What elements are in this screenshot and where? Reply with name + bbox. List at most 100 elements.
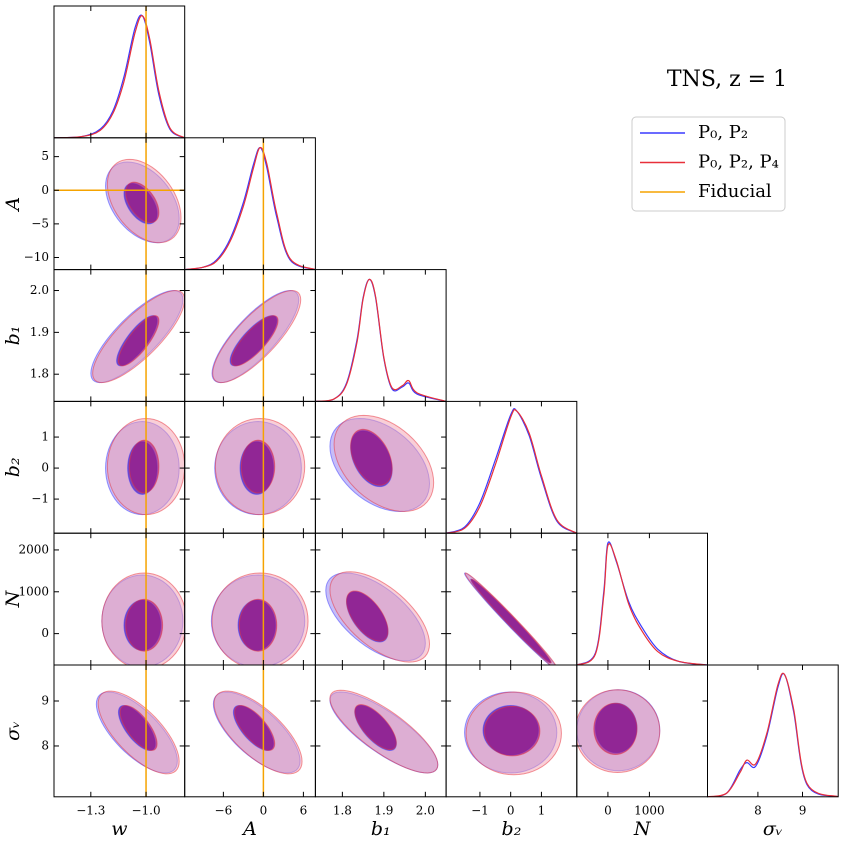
y-tick-label: 2000: [18, 542, 49, 556]
contour-68: [125, 598, 164, 652]
x-tick-label: 9: [799, 803, 807, 817]
y-axis-label: σᵥ: [2, 721, 24, 741]
y-axis-label: b₂: [2, 457, 24, 477]
marginal-curve: [315, 278, 447, 402]
marginal-curve: [576, 543, 708, 666]
marginal-curve: [707, 672, 839, 797]
panel: [214, 401, 306, 534]
y-axis-label: A: [2, 197, 24, 213]
panel: [90, 269, 185, 402]
x-axis-label: N: [633, 818, 652, 840]
contour-68: [125, 181, 160, 224]
panel: [211, 269, 302, 402]
contour-68: [128, 439, 160, 494]
x-tick-label: 2.0: [416, 803, 435, 817]
marginal-curve: [184, 146, 316, 270]
chart-title: TNS, z = 1: [667, 67, 787, 92]
y-tick-label: 0: [41, 183, 49, 197]
x-tick-label: 1000: [634, 803, 665, 817]
x-tick-label: −6: [215, 803, 233, 817]
contour-68: [470, 578, 552, 664]
marginal-curve: [707, 672, 839, 797]
legend-box: [631, 116, 786, 212]
contour-68: [593, 702, 638, 756]
x-tick-label: −1.0: [131, 803, 160, 817]
panel: [184, 137, 316, 270]
contour-68: [484, 705, 541, 757]
panel-frame: [445, 532, 578, 666]
panel: [315, 278, 447, 402]
panel: [576, 541, 708, 666]
panel-frame: [445, 400, 578, 534]
x-tick-label: 1: [538, 803, 546, 817]
panel: [329, 689, 439, 774]
x-tick-label: 8: [754, 803, 762, 817]
marginal-curve: [184, 146, 316, 270]
contour-68: [238, 598, 278, 652]
legend-label: Fiducial: [698, 181, 772, 202]
contour-68: [230, 315, 279, 367]
y-axis-label: b₁: [2, 326, 24, 346]
panel: [464, 572, 557, 666]
x-axis-label: w: [111, 818, 127, 840]
y-tick-label: 8: [41, 738, 49, 752]
panel: [54, 6, 185, 138]
contour-68: [350, 428, 393, 486]
y-tick-label: −1: [31, 492, 49, 506]
y-tick-label: 1.8: [30, 367, 49, 381]
panel: [54, 137, 185, 270]
panel: [329, 414, 435, 512]
y-tick-label: 2.0: [30, 283, 49, 297]
contour-68: [346, 590, 389, 642]
contour-68: [240, 439, 276, 494]
x-axis-label: b₂: [502, 818, 522, 840]
y-tick-label: 1000: [18, 584, 49, 598]
contour-68: [117, 315, 160, 367]
y-axis-label: N: [2, 589, 24, 608]
panel-frame: [576, 532, 708, 666]
contour-68: [354, 704, 397, 751]
y-tick-label: 0: [41, 626, 49, 640]
panel-frame: [184, 137, 316, 271]
x-tick-label: 1.8: [333, 803, 352, 817]
panel-frame: [707, 664, 839, 798]
y-tick-label: −5: [31, 216, 49, 230]
panel: [446, 408, 577, 534]
x-tick-label: 1.9: [374, 803, 393, 817]
panel: [576, 689, 661, 774]
marginal-curve: [576, 541, 708, 666]
y-tick-label: 9: [41, 693, 49, 707]
panel: [210, 533, 309, 666]
legend-label: P₀, P₂: [698, 122, 748, 143]
y-tick-label: 0: [41, 461, 49, 475]
marginal-curve: [446, 408, 577, 534]
x-tick-label: 0: [260, 803, 268, 817]
panel: [707, 672, 839, 797]
panel: [325, 571, 431, 663]
y-tick-label: 5: [41, 149, 49, 163]
panel: [105, 401, 185, 534]
marginal-curve: [446, 408, 577, 534]
y-tick-label: 1.9: [30, 325, 49, 339]
marginal-curve: [54, 14, 185, 138]
contour-68: [234, 705, 276, 751]
contour-68: [119, 705, 158, 751]
panel: [95, 665, 180, 797]
x-tick-label: 0: [604, 803, 612, 817]
marginal-curve: [315, 278, 447, 402]
y-tick-label: −10: [24, 250, 49, 264]
panel: [212, 665, 303, 797]
x-tick-label: 0: [507, 803, 515, 817]
panel: [101, 533, 185, 666]
marginal-curve: [54, 15, 185, 138]
x-tick-label: −1: [471, 803, 489, 817]
x-tick-label: −1.3: [76, 803, 105, 817]
y-tick-label: 1: [41, 430, 49, 444]
x-axis-label: σᵥ: [763, 818, 783, 840]
x-axis-label: b₁: [371, 818, 391, 840]
legend-label: P₀, P₂, P₄: [698, 152, 779, 173]
x-axis-label: A: [241, 818, 257, 840]
x-tick-label: 6: [300, 803, 308, 817]
panel: [464, 691, 562, 776]
